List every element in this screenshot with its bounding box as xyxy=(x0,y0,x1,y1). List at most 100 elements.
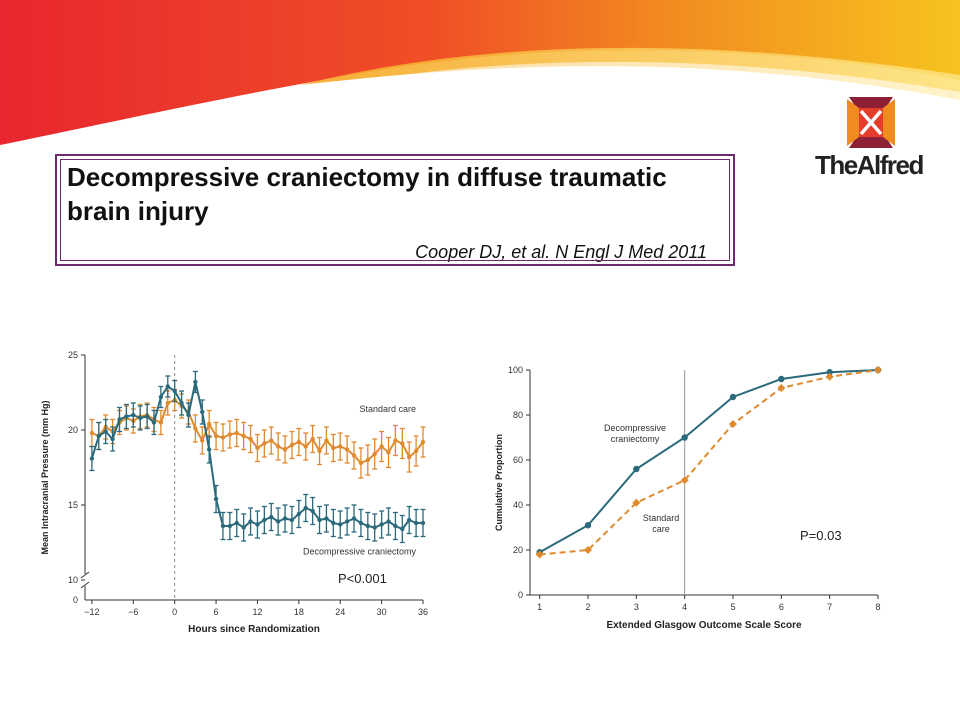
data-point xyxy=(584,522,592,529)
data-point xyxy=(144,414,150,419)
data-point xyxy=(351,453,357,458)
data-point xyxy=(234,520,239,526)
data-point xyxy=(158,394,164,400)
data-point xyxy=(213,496,219,502)
y-axis-title: Mean Intracranial Pressure (mm Hg) xyxy=(40,400,50,554)
data-point xyxy=(200,438,205,443)
data-point xyxy=(826,369,833,376)
slide-title: Decompressive craniectomy in diffuse tra… xyxy=(67,162,667,226)
x-tick-label: 12 xyxy=(252,607,262,617)
data-point xyxy=(220,435,226,440)
title-box: Decompressive craniectomy in diffuse tra… xyxy=(55,154,735,266)
data-point xyxy=(296,511,302,517)
data-point xyxy=(89,456,95,461)
data-point xyxy=(324,516,329,521)
data-point xyxy=(275,444,281,449)
data-point xyxy=(296,439,302,445)
data-point xyxy=(158,420,164,425)
data-point xyxy=(269,438,274,443)
x-tick-label: 6 xyxy=(214,607,219,617)
series-line xyxy=(539,369,879,556)
x-tick-label: 18 xyxy=(294,607,304,617)
series-standard-care xyxy=(89,388,426,479)
data-point xyxy=(310,508,315,514)
data-point xyxy=(778,375,785,383)
alfred-logo-icon xyxy=(847,97,895,148)
data-point xyxy=(103,429,108,434)
p-value-icp: P<0.001 xyxy=(338,571,387,586)
x-tick-label: −12 xyxy=(84,607,99,617)
data-point xyxy=(324,438,329,443)
y-tick-label: 15 xyxy=(68,500,78,510)
data-point xyxy=(413,520,419,526)
data-point xyxy=(241,433,246,439)
data-point xyxy=(110,436,115,442)
data-point xyxy=(179,400,184,406)
data-point xyxy=(331,520,336,526)
legend-standard-care: Standard care xyxy=(359,404,416,414)
y-tick-label: 10 xyxy=(68,575,78,585)
axis-break-mark xyxy=(80,571,90,579)
y-axis-title: Cumulative Proportion xyxy=(494,434,504,531)
data-point xyxy=(317,517,322,523)
data-point xyxy=(535,550,544,559)
data-point xyxy=(400,441,405,446)
x-axis-title: Extended Glasgow Outcome Scale Score xyxy=(606,620,802,631)
data-point xyxy=(365,457,371,463)
legend-decompressive-line1: Decompressive xyxy=(604,423,666,433)
logo-text: TheAlfred xyxy=(815,150,924,180)
data-point xyxy=(372,451,377,457)
y-tick-label: 20 xyxy=(513,545,523,555)
data-point xyxy=(386,519,391,524)
icp-chart: 10 15 20 25 0 −12 −6 0 6 12 18 24 30 36 Hours since Ra… xyxy=(40,350,428,635)
data-point xyxy=(358,460,364,466)
citation: Cooper DJ, et al. N Engl J Med 2011 xyxy=(415,242,707,262)
data-point xyxy=(89,430,95,436)
data-point xyxy=(874,366,882,374)
data-point xyxy=(193,426,198,431)
data-point xyxy=(729,393,737,401)
data-point xyxy=(255,445,260,451)
data-point xyxy=(206,421,212,427)
x-tick-label: −6 xyxy=(128,607,138,617)
data-point xyxy=(248,519,253,524)
data-point xyxy=(241,525,246,530)
data-point xyxy=(386,450,391,455)
data-point xyxy=(117,417,122,422)
y-tick-label: 20 xyxy=(68,425,78,435)
legend-standard-line2: care xyxy=(652,524,670,534)
data-point xyxy=(186,412,191,418)
y-tick-label: 0 xyxy=(73,595,78,605)
data-point xyxy=(633,465,640,473)
data-point xyxy=(96,433,101,439)
data-point xyxy=(124,414,129,419)
x-tick-label: 6 xyxy=(779,602,784,612)
data-point xyxy=(317,448,322,454)
x-tick-label: 1 xyxy=(537,602,542,612)
data-point xyxy=(165,400,170,406)
y-tick-label: 0 xyxy=(518,590,523,600)
data-point xyxy=(632,498,641,507)
y-tick-label: 25 xyxy=(68,350,78,360)
data-point xyxy=(303,505,308,511)
data-point xyxy=(227,432,233,437)
data-point xyxy=(248,436,253,442)
data-point xyxy=(372,525,377,530)
glasgow-outcome-chart: 0 20 40 60 80 100 1 2 3 4 5 6 7 8 Extended Glasgow Out… xyxy=(494,365,882,631)
data-point xyxy=(584,546,592,554)
data-point xyxy=(407,517,412,523)
data-point xyxy=(344,519,350,524)
data-point xyxy=(220,523,226,529)
data-point xyxy=(131,412,136,418)
data-point xyxy=(680,476,689,485)
x-tick-label: 30 xyxy=(377,607,387,617)
data-point xyxy=(310,436,315,442)
data-point xyxy=(379,444,384,449)
x-tick-label: 5 xyxy=(730,602,735,612)
data-point xyxy=(234,430,239,436)
data-point xyxy=(172,388,177,394)
data-point xyxy=(275,519,281,524)
data-point xyxy=(400,526,405,532)
legend-decompressive-line2: craniectomy xyxy=(611,434,660,444)
data-point xyxy=(420,520,426,526)
